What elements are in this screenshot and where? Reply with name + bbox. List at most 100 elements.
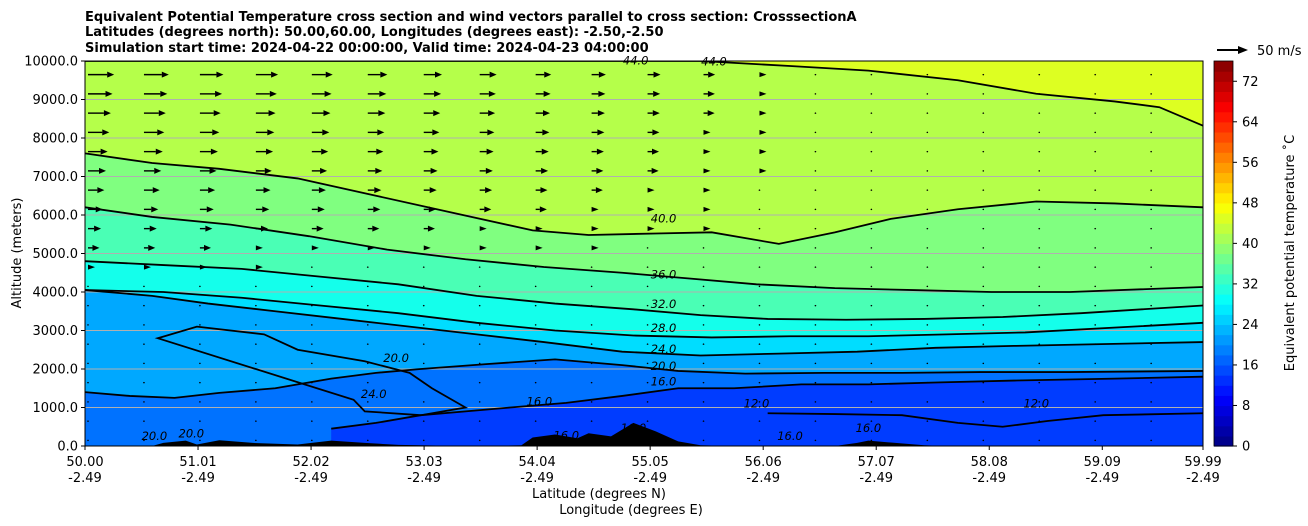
wind-vector (590, 285, 593, 288)
wind-vector (703, 129, 711, 135)
wind-vector-head (213, 110, 221, 117)
wind-vector (1038, 362, 1041, 365)
wind-vector (702, 247, 705, 249)
wind-vector-head (94, 225, 102, 232)
wind-vector (1206, 132, 1208, 134)
wind-vector (1038, 266, 1041, 268)
wind-vector (1150, 227, 1152, 230)
wind-vector (870, 401, 873, 403)
contour-label: 24.0 (651, 342, 677, 356)
contour-line-20 (85, 358, 1203, 399)
y-tick-label: 3000.0 (33, 324, 79, 339)
contour-label: 16.0 (553, 428, 579, 442)
contour-label: 24.0 (361, 387, 387, 401)
x-tick-label-lat: 53.03 (405, 455, 442, 470)
wind-vector (422, 304, 425, 307)
colorbar-segment (1214, 324, 1233, 336)
wind-vector (926, 93, 929, 95)
wind-vector (1150, 150, 1152, 153)
wind-vector (926, 112, 929, 114)
contour-line-28 (85, 289, 1203, 339)
y-tick-label: 5000.0 (33, 247, 79, 262)
colorbar-segment (1214, 273, 1233, 285)
wind-vector (423, 245, 431, 251)
wind-vector (926, 208, 929, 211)
wind-vector (255, 324, 257, 326)
wind-vector (367, 245, 375, 251)
wind-vector-head (210, 148, 218, 155)
wind-vector (255, 285, 257, 288)
wind-vector-head (652, 148, 660, 155)
wind-vector (88, 264, 95, 270)
wind-key: 50 m/s (1217, 44, 1302, 59)
wind-vector (646, 381, 649, 384)
x-tick-label-lat: 52.02 (292, 455, 329, 470)
wind-vector (926, 73, 929, 76)
wind-vector (1150, 112, 1152, 114)
wind-vector (926, 170, 929, 172)
x-tick-label-lat: 57.07 (858, 455, 895, 470)
colorbar-segment (1214, 202, 1233, 214)
wind-vector-head (540, 187, 548, 194)
wind-vector (646, 304, 649, 307)
wind-vector-head (653, 90, 661, 97)
wind-vector-head (325, 71, 333, 78)
wind-vector-head (541, 167, 549, 174)
wind-vector-head (264, 167, 272, 174)
wind-vector (534, 266, 537, 268)
wind-vector (422, 343, 425, 345)
colorbar-segment (1214, 395, 1233, 407)
wind-vector (366, 381, 369, 384)
colorbar-tick-label: 0 (1242, 440, 1250, 455)
wind-vector (590, 304, 593, 307)
wind-vector (1206, 93, 1208, 95)
wind-vector-head (652, 110, 660, 117)
wind-vector (703, 168, 711, 174)
wind-vector-head (486, 148, 494, 155)
wind-vector-head (148, 244, 156, 251)
wind-vector-head (374, 187, 382, 194)
wind-vector (1206, 324, 1208, 326)
wind-vector-head (212, 129, 220, 136)
x-tick-label-lon: -2.49 (294, 471, 328, 486)
wind-vector (702, 266, 705, 268)
wind-vector (814, 73, 817, 76)
wind-vector (1206, 343, 1208, 345)
contour-label: 20.0 (651, 359, 677, 373)
chart-title-line-1: Equivalent Potential Temperature cross s… (85, 10, 857, 25)
wind-vector-head (707, 110, 715, 117)
wind-vector (926, 343, 929, 345)
wind-vector-head (489, 71, 497, 78)
wind-vectors (87, 71, 1208, 442)
colorbar-segment (1214, 142, 1233, 153)
wind-vector (870, 73, 873, 76)
wind-vector (814, 247, 817, 249)
wind-vector (702, 324, 705, 326)
wind-vector (982, 227, 985, 230)
colorbar-segment (1214, 172, 1233, 184)
colorbar-tick-label: 24 (1242, 318, 1259, 333)
wind-vector (870, 208, 873, 211)
wind-vector-head (92, 244, 100, 251)
wind-vector-head (377, 129, 385, 136)
wind-vector-head (488, 90, 496, 97)
wind-vector-head (107, 71, 115, 78)
wind-vector (199, 264, 207, 270)
wind-vector (255, 381, 257, 384)
wind-vector-head (318, 187, 326, 194)
wind-vector (870, 381, 873, 384)
wind-vector-head (97, 187, 105, 194)
wind-vector (1038, 439, 1041, 442)
wind-vector (1206, 151, 1208, 153)
wind-vector-head (379, 90, 387, 97)
wind-vector-head (324, 90, 332, 97)
wind-vector (590, 266, 593, 268)
wind-vector (366, 324, 369, 326)
wind-vector-head (373, 206, 381, 213)
wind-vector (590, 324, 593, 326)
x-tick-label-lon: -2.49 (633, 471, 667, 486)
wind-vector (199, 401, 201, 403)
x-tick-label-lon: -2.49 (972, 471, 1006, 486)
wind-vector (646, 324, 649, 326)
wind-vector (982, 266, 985, 268)
